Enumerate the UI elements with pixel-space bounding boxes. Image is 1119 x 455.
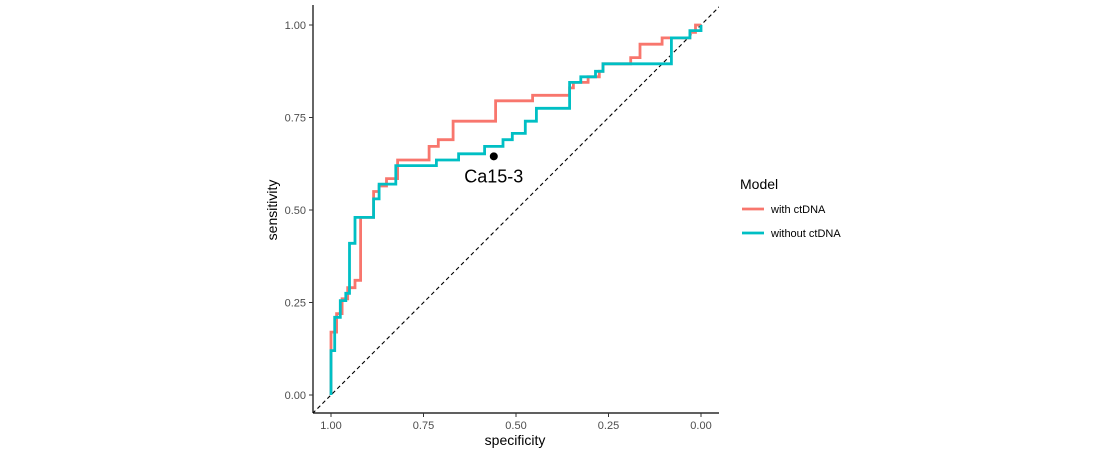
annotation-label-ca15-3: Ca15-3 (464, 166, 523, 186)
y-tick-label: 0.25 (285, 298, 306, 310)
y-tick-label: 0.50 (285, 205, 306, 217)
series-line-without-ctdna (329, 25, 703, 395)
legend-title: Model (740, 176, 778, 192)
legend-label-with-ctdna: with ctDNA (770, 204, 826, 216)
y-tick-label: 0.75 (285, 113, 306, 125)
legend: Model with ctDNA without ctDNA (740, 176, 841, 240)
y-axis: 0.00 0.25 0.50 0.75 1.00 (285, 5, 314, 413)
annotation-point-ca15-3 (489, 152, 498, 161)
legend-label-without-ctdna: without ctDNA (770, 228, 841, 240)
x-tick-label: 0.50 (505, 420, 526, 432)
x-tick-label: 0.75 (413, 420, 434, 432)
y-axis-title: sensitivity (264, 180, 280, 241)
x-axis: 1.00 0.75 0.50 0.25 0.00 (313, 412, 719, 432)
x-tick-label: 0.25 (598, 420, 619, 432)
series-line-with-ctdna (329, 23, 701, 395)
plot-area: Ca15-3 (313, 6, 719, 413)
reference-diagonal-line (313, 6, 719, 413)
y-tick-label: 0.00 (285, 390, 306, 402)
x-tick-label: 1.00 (320, 420, 341, 432)
x-axis-title: specificity (485, 432, 546, 448)
y-tick-label: 1.00 (285, 20, 306, 32)
x-tick-label: 0.00 (690, 420, 711, 432)
